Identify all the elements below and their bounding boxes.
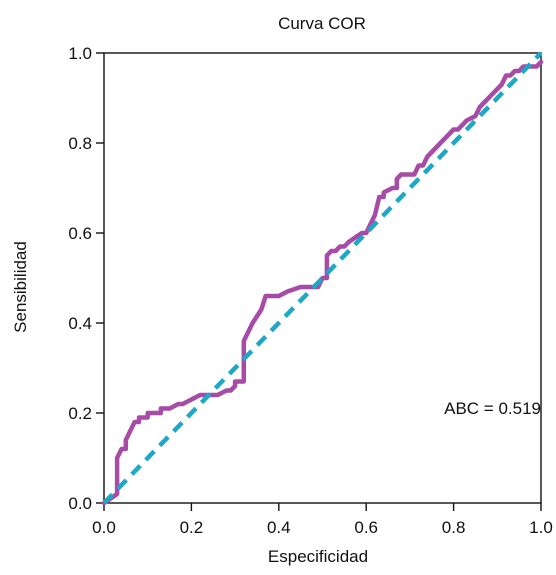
plot-frame <box>103 52 542 504</box>
series-layer <box>101 51 544 506</box>
x-tick-label: 0.4 <box>267 518 291 537</box>
y-tick-label: 0.4 <box>68 314 92 333</box>
x-tick-label: 0.2 <box>180 518 204 537</box>
y-tick-label: 0.8 <box>68 134 92 153</box>
y-axis-label: Sensibilidad <box>11 241 30 333</box>
auc-annotation: ABC = 0.519 <box>444 399 541 418</box>
x-tick-label: 0.6 <box>354 518 378 537</box>
axis-ticks: 0.0 0.2 0.4 0.6 0.8 1.0 0.0 0.2 0.4 0.6 0.8 1.0 <box>68 44 552 537</box>
y-tick-label: 0.2 <box>68 404 92 423</box>
x-tick-label: 0.0 <box>92 518 116 537</box>
roc-curve-line <box>101 59 544 506</box>
reference-diagonal-line <box>102 51 543 505</box>
x-tick-label: 1.0 <box>529 518 553 537</box>
y-tick-label: 1.0 <box>68 44 92 63</box>
chart-title: Curva COR <box>278 14 366 33</box>
x-axis-label: Especificidad <box>268 547 368 566</box>
y-tick-label: 0.6 <box>68 224 92 243</box>
x-tick-label: 0.8 <box>442 518 466 537</box>
y-tick-label: 0.0 <box>68 494 92 513</box>
